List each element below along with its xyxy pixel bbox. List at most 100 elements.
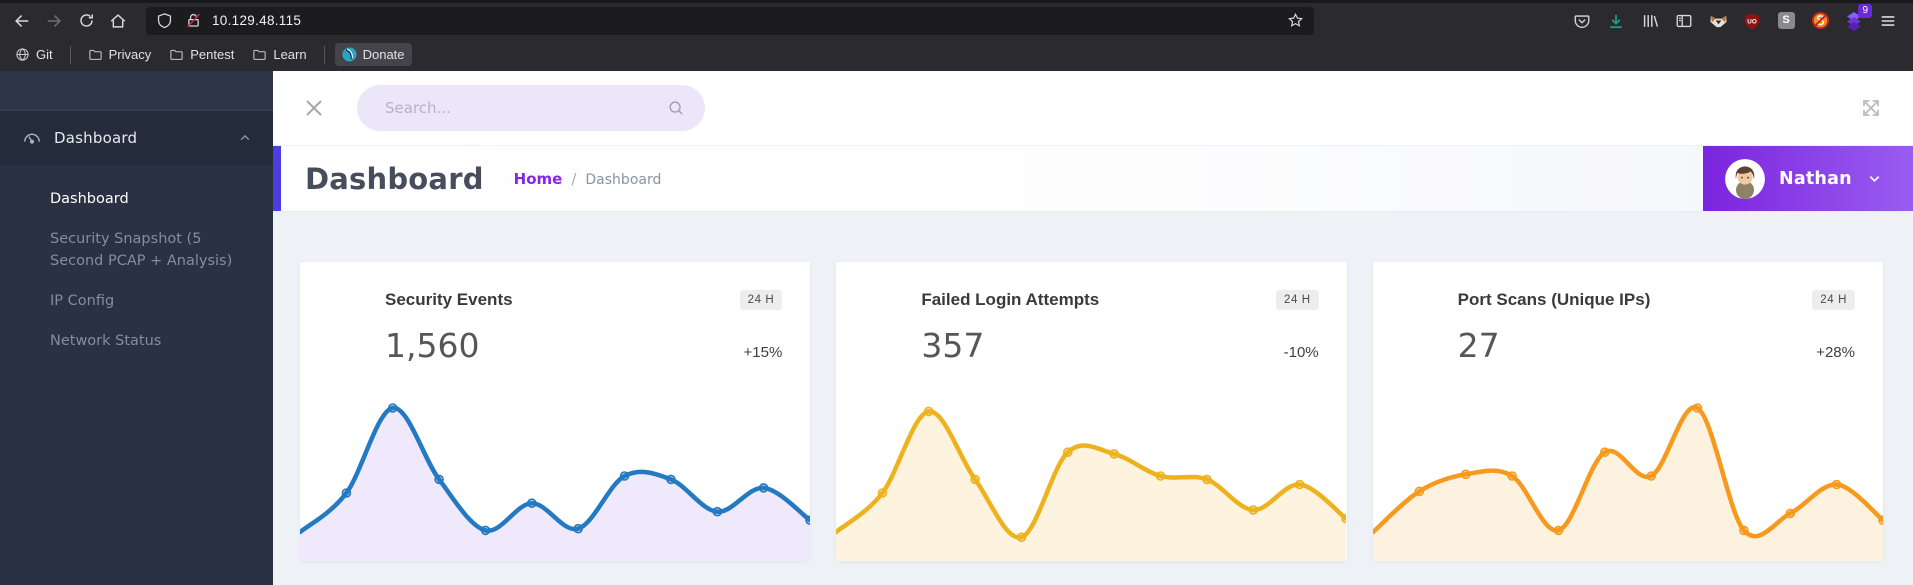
bookmarks-separator: [69, 45, 71, 64]
sidebar-item-dashboard[interactable]: Dashboard: [0, 179, 273, 219]
bookmarks-bar: Git Privacy Pentest Learn Donate: [0, 38, 1913, 71]
metric-delta: -10%: [1283, 344, 1319, 361]
period-badge: 24 H: [1275, 290, 1319, 310]
card-port-scans: Port Scans (Unique IPs) 24 H 27 +28%: [1372, 262, 1883, 561]
area-chart-failed-logins: [836, 391, 1347, 561]
stat-cards: Security Events 24 H 1,560 +15% Failed L…: [300, 262, 1883, 561]
back-icon[interactable]: [6, 7, 38, 35]
app-sidebar: Dashboard Dashboard Security Snapshot (5…: [0, 71, 273, 585]
bookmark-donate[interactable]: Donate: [334, 43, 412, 66]
forward-icon[interactable]: [38, 7, 70, 35]
user-menu[interactable]: Nathan: [1703, 146, 1913, 211]
foxyproxy-extension-icon[interactable]: [1705, 8, 1731, 34]
card-values: 1,560 +15%: [300, 310, 810, 365]
sidebar-item-security-snapshot[interactable]: Security Snapshot (5 Second PCAP + Analy…: [0, 219, 273, 281]
bookmarks-separator: [323, 45, 325, 64]
bookmark-label: Pentest: [190, 47, 235, 62]
metric-value: 1,560: [385, 326, 480, 365]
url-text[interactable]: 10.129.48.115: [212, 13, 302, 28]
search-icon: [667, 99, 685, 117]
s-extension-icon[interactable]: S: [1773, 8, 1799, 34]
folder-icon: [170, 49, 183, 60]
area-chart-port-scans: [1372, 391, 1883, 561]
wappalyzer-extension-icon[interactable]: 9: [1841, 3, 1872, 34]
card-header: Failed Login Attempts 24 H: [836, 262, 1346, 310]
card-title: Security Events: [385, 290, 513, 309]
period-badge: 24 H: [1812, 290, 1855, 310]
breadcrumb-separator: /: [571, 169, 577, 188]
breadcrumb: Home / Dashboard: [514, 170, 662, 188]
sidebar-item-network-status[interactable]: Network Status: [0, 321, 273, 361]
menu-icon[interactable]: [1875, 8, 1901, 34]
pocket-icon[interactable]: [1569, 8, 1595, 34]
sidebar-item-label[interactable]: IP Config: [50, 293, 115, 309]
gauge-icon: [22, 128, 42, 148]
area-chart-security-events: [300, 391, 811, 561]
shield-icon[interactable]: [156, 12, 173, 29]
insecure-lock-icon[interactable]: [185, 12, 202, 29]
card-values: 27 +28%: [1373, 310, 1883, 365]
chevron-down-icon: [1868, 172, 1881, 185]
bookmark-folder-learn[interactable]: Learn: [245, 43, 313, 66]
home-icon[interactable]: [102, 7, 134, 35]
folder-icon: [88, 49, 102, 60]
card-header: Security Events 24 H: [300, 262, 810, 310]
bookmark-folder-privacy[interactable]: Privacy: [81, 43, 159, 66]
sidebar-item-label[interactable]: Security Snapshot (5 Second PCAP + Analy…: [50, 231, 233, 269]
bookmark-label: Privacy: [108, 47, 152, 62]
page-header: Dashboard Home / Dashboard Nathan: [273, 146, 1913, 212]
avatar: [1725, 158, 1765, 199]
bookmark-label: Git: [36, 47, 53, 62]
close-icon[interactable]: [299, 93, 329, 123]
card-header: Port Scans (Unique IPs) 24 H: [1373, 262, 1883, 310]
sidebar-item-ip-config[interactable]: IP Config: [0, 281, 273, 321]
url-bar[interactable]: 10.129.48.115: [146, 6, 1314, 35]
card-title: Port Scans (Unique IPs): [1457, 290, 1651, 309]
reload-icon[interactable]: [70, 7, 102, 35]
metric-delta: +15%: [743, 344, 783, 361]
search-bar: [357, 85, 705, 131]
bookmark-folder-pentest[interactable]: Pentest: [162, 43, 241, 66]
browser-toolbar: 10.129.48.115 UO S: [0, 3, 1913, 38]
metric-value: 357: [921, 326, 985, 365]
metric-delta: +28%: [1816, 344, 1855, 361]
sidebar-item-label[interactable]: Network Status: [50, 333, 162, 349]
sidebar-menu-dashboard[interactable]: Dashboard: [0, 111, 273, 165]
sidebar-item-label[interactable]: Dashboard: [50, 191, 129, 207]
header-accent-bar: [273, 146, 281, 211]
breadcrumb-home-link[interactable]: Home: [513, 169, 563, 188]
card-security-events: Security Events 24 H 1,560 +15%: [300, 262, 811, 561]
card-values: 357 -10%: [836, 310, 1346, 365]
library-icon[interactable]: [1637, 8, 1663, 34]
card-title: Failed Login Attempts: [921, 290, 1100, 309]
search-input[interactable]: [385, 99, 667, 117]
breadcrumb-current: Dashboard: [585, 171, 662, 188]
sidebar-toggle-icon[interactable]: [1671, 8, 1697, 34]
toolbar-right-icons: UO S 9: [1569, 3, 1907, 34]
fullscreen-expand-icon[interactable]: [1857, 94, 1885, 122]
page-topbar: [273, 71, 1913, 146]
sidebar-header-spacer: [0, 71, 273, 111]
noscript-extension-icon[interactable]: [1807, 8, 1833, 34]
bookmark-label: Learn: [273, 47, 307, 62]
bookmark-label: Donate: [362, 47, 405, 62]
window-top-edge: [0, 0, 1913, 3]
donate-globe-icon: [342, 47, 357, 62]
bookmark-star-icon[interactable]: [1287, 12, 1304, 29]
downloads-icon[interactable]: [1603, 8, 1629, 34]
folder-icon: [253, 49, 266, 60]
page-title: Dashboard: [305, 161, 484, 196]
globe-icon: [16, 48, 29, 61]
ublock-extension-icon[interactable]: UO: [1739, 8, 1765, 34]
sidebar-section-label: Dashboard: [54, 129, 138, 147]
metric-value: 27: [1457, 326, 1500, 365]
chevron-up-icon: [239, 132, 251, 144]
user-name: Nathan: [1779, 168, 1852, 189]
card-failed-logins: Failed Login Attempts 24 H 357 -10%: [836, 262, 1347, 561]
wappalyzer-badge: 9: [1858, 3, 1872, 18]
bookmark-git[interactable]: Git: [8, 43, 60, 66]
web-page: Dashboard Dashboard Security Snapshot (5…: [0, 71, 1913, 585]
sidebar-submenu: Dashboard Security Snapshot (5 Second PC…: [0, 165, 273, 361]
main-content: Dashboard Home / Dashboard Nathan: [273, 71, 1913, 585]
